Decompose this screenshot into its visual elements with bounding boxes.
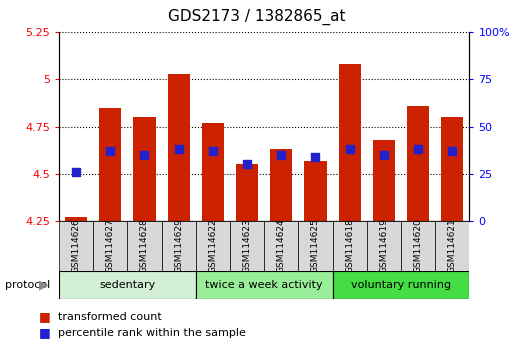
Text: GSM114621: GSM114621 bbox=[448, 219, 457, 273]
Text: GSM114619: GSM114619 bbox=[380, 218, 388, 274]
Bar bbox=[65, 217, 87, 221]
Point bbox=[209, 148, 217, 154]
Text: GSM114622: GSM114622 bbox=[208, 219, 218, 273]
Text: voluntary running: voluntary running bbox=[351, 280, 451, 290]
Point bbox=[174, 147, 183, 152]
Point bbox=[311, 154, 320, 160]
Text: GDS2173 / 1382865_at: GDS2173 / 1382865_at bbox=[168, 9, 345, 25]
Point bbox=[346, 147, 354, 152]
Bar bbox=[99, 108, 122, 221]
Text: GSM114629: GSM114629 bbox=[174, 219, 183, 273]
Bar bbox=[236, 165, 258, 221]
Point bbox=[414, 147, 422, 152]
Text: sedentary: sedentary bbox=[100, 280, 155, 290]
Bar bbox=[441, 117, 463, 221]
Bar bbox=[230, 221, 264, 271]
Text: GSM114626: GSM114626 bbox=[72, 219, 81, 273]
Point bbox=[448, 148, 457, 154]
Bar bbox=[304, 161, 327, 221]
Text: transformed count: transformed count bbox=[58, 312, 162, 322]
Text: ■: ■ bbox=[38, 326, 50, 339]
Bar bbox=[373, 140, 395, 221]
Bar bbox=[270, 149, 292, 221]
Bar bbox=[299, 221, 332, 271]
Text: protocol: protocol bbox=[5, 280, 50, 290]
Bar bbox=[168, 74, 190, 221]
Bar bbox=[401, 221, 435, 271]
Bar bbox=[202, 123, 224, 221]
Bar bbox=[196, 271, 332, 299]
Bar bbox=[59, 271, 196, 299]
Text: GSM114620: GSM114620 bbox=[413, 219, 423, 273]
Bar bbox=[367, 221, 401, 271]
Point bbox=[243, 161, 251, 167]
Text: percentile rank within the sample: percentile rank within the sample bbox=[58, 328, 246, 338]
Bar bbox=[127, 221, 162, 271]
Text: GSM114623: GSM114623 bbox=[243, 219, 251, 273]
Bar bbox=[264, 221, 299, 271]
Text: ■: ■ bbox=[38, 310, 50, 323]
Bar bbox=[435, 221, 469, 271]
Bar bbox=[407, 106, 429, 221]
Bar bbox=[162, 221, 196, 271]
Bar bbox=[93, 221, 127, 271]
Bar bbox=[196, 221, 230, 271]
Bar bbox=[59, 221, 93, 271]
Text: GSM114627: GSM114627 bbox=[106, 219, 115, 273]
Text: twice a week activity: twice a week activity bbox=[205, 280, 323, 290]
Text: GSM114624: GSM114624 bbox=[277, 219, 286, 273]
Text: GSM114625: GSM114625 bbox=[311, 219, 320, 273]
Bar bbox=[332, 271, 469, 299]
Text: ▶: ▶ bbox=[39, 279, 48, 291]
Bar bbox=[332, 221, 367, 271]
Point bbox=[141, 152, 149, 158]
Point bbox=[277, 152, 285, 158]
Bar bbox=[339, 64, 361, 221]
Bar bbox=[133, 117, 155, 221]
Text: GSM114628: GSM114628 bbox=[140, 219, 149, 273]
Point bbox=[106, 148, 114, 154]
Text: GSM114618: GSM114618 bbox=[345, 218, 354, 274]
Point bbox=[380, 152, 388, 158]
Point bbox=[72, 169, 80, 175]
